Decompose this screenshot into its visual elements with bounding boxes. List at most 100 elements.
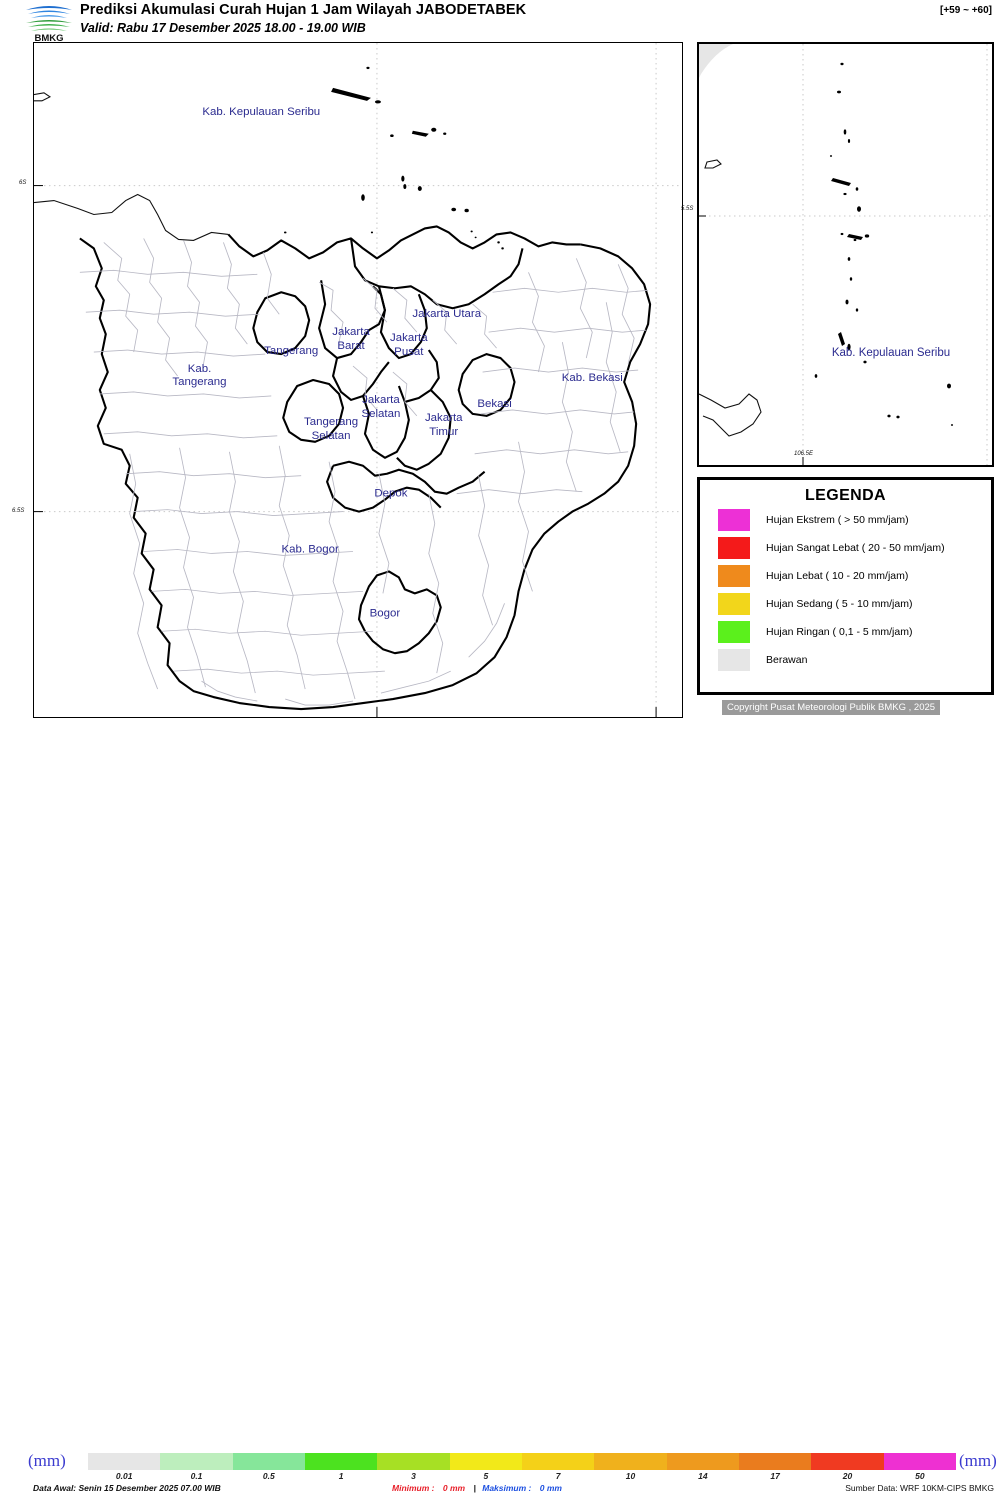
map-region-label: Tangerang bbox=[304, 416, 358, 428]
inset-map-axis-ticks bbox=[699, 215, 804, 465]
legend-label: Hujan Ringan ( 0,1 - 5 mm/jam) bbox=[766, 626, 913, 638]
map-region-label: Jakarta bbox=[390, 332, 428, 344]
kepulauan-seribu-islands bbox=[283, 66, 504, 250]
inset-map-xtick-0: 106.5E bbox=[794, 451, 814, 457]
map-region-label: Tangerang bbox=[172, 376, 226, 388]
copyright-bar: Copyright Pusat Meteorologi Publik BMKG … bbox=[722, 700, 941, 715]
colorbar-segment bbox=[666, 1453, 739, 1470]
legend-rows: Hujan Ekstrem ( > 50 mm/jam) Hujan Sangat… bbox=[700, 507, 991, 673]
inset-seribu-islands bbox=[814, 62, 954, 426]
minimum-value: 0 mm bbox=[442, 1483, 466, 1493]
lead-time-badge: [+59 ~ +60] bbox=[940, 5, 992, 16]
legend-label: Berawan bbox=[766, 654, 808, 666]
colorbar-segment bbox=[377, 1453, 450, 1470]
main-map-canvas[interactable]: Kab. Kepulauan SeribuKab.TangerangTanger… bbox=[34, 43, 682, 717]
colorbar-segment bbox=[521, 1453, 595, 1470]
legend-swatch bbox=[718, 621, 750, 643]
legend-row: Hujan Ringan ( 0,1 - 5 mm/jam) bbox=[700, 619, 991, 645]
colorbar-tick: 17 bbox=[770, 1471, 780, 1481]
colorbar-tick: 14 bbox=[698, 1471, 708, 1481]
colorbar-tick: 5 bbox=[483, 1471, 489, 1481]
legend-box: LEGENDA Hujan Ekstrem ( > 50 mm/jam) Huja… bbox=[697, 477, 994, 695]
map-region-label: Depok bbox=[374, 488, 407, 500]
page-title: Prediksi Akumulasi Curah Hujan 1 Jam Wil… bbox=[80, 2, 527, 18]
inset-cloud-shading bbox=[699, 44, 733, 78]
legend-row: Hujan Ekstrem ( > 50 mm/jam) bbox=[700, 507, 991, 533]
legend-swatch bbox=[718, 537, 750, 559]
legend-label: Hujan Sedang ( 5 - 10 mm/jam) bbox=[766, 598, 913, 610]
main-map-ytick-0: 6S bbox=[19, 180, 27, 186]
map-region-label: Jakarta bbox=[425, 412, 463, 424]
colorbar-segment bbox=[88, 1453, 161, 1470]
main-map-ytick-1: 6.5S bbox=[12, 508, 25, 514]
legend-row: Hujan Lebat ( 10 - 20 mm/jam) bbox=[700, 563, 991, 589]
colorbar-unit-right: (mm) bbox=[959, 1451, 997, 1470]
colorbar-segment bbox=[232, 1453, 305, 1470]
colorbar-tick-labels: 0.01 0.1 0.5 1 3 5 7 10 14 17 20 50 bbox=[88, 1471, 956, 1483]
main-map-subdistrict-boundaries bbox=[79, 238, 649, 706]
minimum-label: Minimum : bbox=[392, 1483, 435, 1493]
bmkg-logo-waves bbox=[26, 6, 72, 31]
colorbar-tick: 0.1 bbox=[190, 1471, 203, 1481]
map-region-label: Kab. Bogor bbox=[281, 543, 338, 555]
maksimum-value: 0 mm bbox=[539, 1483, 562, 1493]
colorbar-segment bbox=[304, 1453, 378, 1470]
legend-swatch bbox=[718, 649, 750, 671]
colorbar-tick: 10 bbox=[625, 1471, 636, 1481]
map-region-label: Pusat bbox=[394, 346, 424, 358]
map-region-label: Tangerang bbox=[264, 345, 318, 357]
colorbar-tick: 50 bbox=[915, 1471, 925, 1481]
main-map-region-labels: Kab. Kepulauan SeribuKab.TangerangTanger… bbox=[172, 106, 622, 620]
colorbar-segment bbox=[883, 1453, 956, 1470]
legend-row: Hujan Sangat Lebat ( 20 - 50 mm/jam) bbox=[700, 535, 991, 561]
colorbar-segment bbox=[594, 1453, 667, 1470]
inset-map-panel[interactable]: Kab. Kepulauan Seribu 106.5E bbox=[697, 42, 994, 467]
colorbar-area: (mm) (mm) 0.01 0.1 0.5 1 3 5 7 10 14 17 20 50 Data … bbox=[0, 723, 1000, 1493]
map-region-label: Timur bbox=[429, 426, 458, 438]
map-region-label: Kab. bbox=[188, 363, 212, 375]
colorbar-unit-left: (mm) bbox=[28, 1451, 66, 1470]
map-region-label: Jakarta bbox=[332, 326, 370, 338]
legend-title: LEGENDA bbox=[804, 487, 887, 504]
colorbar-tick: 0.01 bbox=[115, 1471, 133, 1481]
legend-swatch bbox=[718, 565, 750, 587]
map-region-label: Jakarta bbox=[362, 394, 400, 406]
minmax-separator: | bbox=[473, 1483, 476, 1493]
colorbar-tick: 1 bbox=[338, 1471, 344, 1481]
legend-row: Berawan bbox=[700, 647, 991, 673]
legend-row: Hujan Sedang ( 5 - 10 mm/jam) bbox=[700, 591, 991, 617]
header-bar: BMKG Prediksi Akumulasi Curah Hujan 1 Ja… bbox=[0, 0, 1000, 44]
valid-time-subtitle: Valid: Rabu 17 Desember 2025 18.00 - 19.… bbox=[80, 21, 366, 35]
legend-label: Hujan Ekstrem ( > 50 mm/jam) bbox=[766, 514, 909, 526]
map-region-label: Bekasi bbox=[477, 398, 511, 410]
min-max-line: Minimum : 0 mm | Maksimum : 0 mm bbox=[392, 1483, 562, 1493]
map-region-label: Barat bbox=[337, 340, 365, 352]
map-region-label: Kab. Kepulauan Seribu bbox=[202, 106, 320, 118]
inset-coastline bbox=[699, 159, 762, 437]
map-region-label: Selatan bbox=[312, 430, 351, 442]
main-map-admin-boundaries-thick bbox=[79, 225, 652, 711]
bmkg-logo-text: BMKG bbox=[34, 33, 63, 42]
legend-swatch bbox=[718, 509, 750, 531]
colorbar-segment bbox=[449, 1453, 522, 1470]
colorbar-segment bbox=[811, 1453, 884, 1470]
maksimum-label: Maksimum : bbox=[482, 1483, 532, 1493]
colorbar-segment bbox=[738, 1453, 812, 1470]
colorbar-strip bbox=[88, 1453, 956, 1470]
colorbar-tick: 20 bbox=[842, 1471, 853, 1481]
colorbar-segment bbox=[160, 1453, 233, 1470]
data-awal-text: Data Awal: Senin 15 Desember 2025 07.00 … bbox=[33, 1483, 221, 1493]
map-region-label: Kab. Kepulauan Seribu bbox=[832, 347, 950, 359]
bmkg-logo: BMKG bbox=[20, 2, 78, 44]
map-region-label: Bogor bbox=[370, 607, 401, 619]
inset-map-ytick-0: 5.5S bbox=[681, 206, 694, 212]
colorbar-tick: 7 bbox=[555, 1471, 561, 1481]
inset-map-canvas[interactable]: Kab. Kepulauan Seribu bbox=[699, 44, 992, 465]
main-map-panel[interactable]: Kab. Kepulauan Seribu Kab. Tangerang Tanger… bbox=[33, 42, 683, 718]
main-map-coastline bbox=[34, 92, 229, 241]
legend-swatch bbox=[718, 593, 750, 615]
colorbar-tick: 3 bbox=[411, 1471, 416, 1481]
main-map-axis-ticks bbox=[34, 185, 657, 717]
colorbar-tick: 0.5 bbox=[262, 1471, 275, 1481]
legend-label: Hujan Lebat ( 10 - 20 mm/jam) bbox=[766, 570, 909, 582]
